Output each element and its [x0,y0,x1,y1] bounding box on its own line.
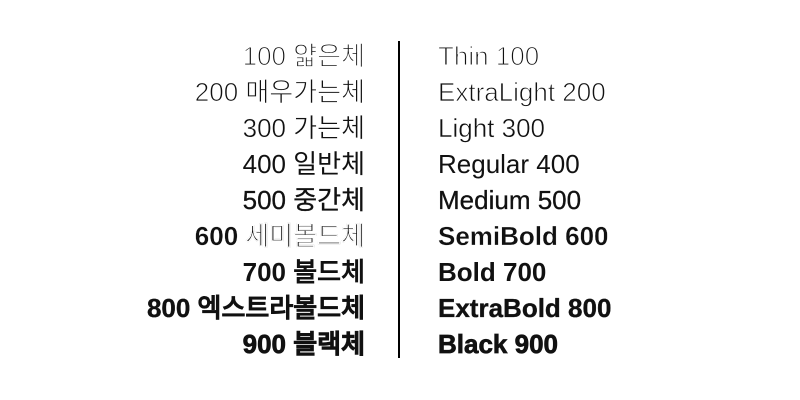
weight-row-english: ExtraLight 200 [438,77,606,108]
weight-row-english: Light 300 [438,113,545,143]
weight-row-english: Black 900 [438,329,559,360]
weight-row-english: Bold 700 [438,257,547,287]
weight-row-english: ExtraBold 800 [438,293,612,323]
weight-row-korean: 200 매우가는체 [194,77,365,108]
weight-row-korean: 300 가는체 [242,113,365,143]
korean-weight-column: 100 얇은체 200 매우가는체 300 가는체 400 일반체 500 중간체 600… [0,38,366,362]
english-weight-column: Thin 100 ExtraLight 200 Light 300 Regular 4… [437,38,612,362]
weight-row-english: Regular 400 [438,149,580,179]
weight-row-korean: 900 블랙체 [242,329,365,360]
column-divider-rule [398,41,400,358]
weight-row-english: Thin 100 [437,40,540,71]
weight-row-korean: 600 세미볼드체 [194,221,365,251]
weight-row-korean: 400 일반체 [242,149,365,179]
weight-row-english: Medium 500 [438,185,582,215]
weight-row-korean: 100 얇은체 [242,40,365,71]
font-weight-specimen: 100 얇은체 200 매우가는체 300 가는체 400 일반체 500 중간체 600… [0,38,612,362]
weight-row-korean: 800 엑스트라볼드체 [146,293,365,323]
weight-row-korean: 700 볼드체 [242,257,365,287]
weight-row-english: SemiBold 600 [438,221,609,251]
weight-row-korean: 500 중간체 [242,185,365,215]
